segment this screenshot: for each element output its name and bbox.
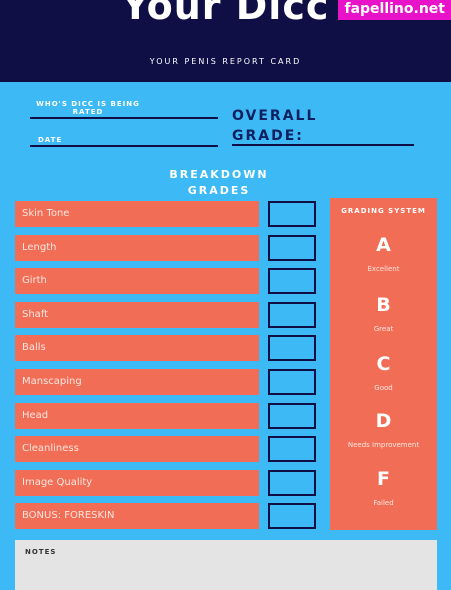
grade-letter: F bbox=[377, 468, 390, 490]
grade-box bbox=[268, 402, 316, 429]
grade-label: Great bbox=[373, 325, 394, 333]
watermark: fapellino.net bbox=[338, 0, 451, 20]
grade-box bbox=[268, 436, 316, 463]
grade-letter: A bbox=[376, 234, 391, 256]
grade-label: Excellent bbox=[367, 265, 400, 273]
category-bar: Cleanliness bbox=[15, 436, 259, 463]
grade-box bbox=[268, 335, 316, 362]
grade-label: Needs Improvement bbox=[347, 441, 420, 449]
grade-box bbox=[268, 268, 316, 295]
grade-box bbox=[268, 369, 316, 395]
grade-box bbox=[268, 503, 316, 530]
title: Your Dicc bbox=[121, 0, 330, 28]
grade-box bbox=[268, 469, 316, 496]
date-label: DATE bbox=[38, 136, 63, 144]
category-bar: Image Quality bbox=[15, 469, 259, 496]
grade-box bbox=[268, 301, 316, 328]
category-bar: Head bbox=[15, 402, 259, 429]
rated-label: WHO'S DICC IS BEING RATED bbox=[36, 100, 140, 116]
grade-box bbox=[268, 201, 316, 227]
grade-box bbox=[268, 234, 316, 261]
subtitle: YOUR PENIS REPORT CARD bbox=[149, 57, 302, 66]
grade-letter: D bbox=[375, 410, 392, 432]
grade-letter: C bbox=[376, 353, 391, 375]
grade-label: Failed bbox=[373, 499, 394, 507]
category-bar: Skin Tone bbox=[15, 201, 259, 227]
category-bar: Girth bbox=[15, 268, 259, 295]
category-bar: Manscaping bbox=[15, 369, 259, 395]
notes-title: NOTES bbox=[25, 548, 57, 556]
category-bar: Shaft bbox=[15, 301, 259, 328]
rated-line bbox=[30, 117, 218, 119]
overall-line bbox=[232, 144, 414, 146]
grade-letter: B bbox=[376, 294, 391, 316]
category-bar: BONUS: FORESKIN bbox=[15, 503, 259, 530]
category-bar: Balls bbox=[15, 335, 259, 362]
notes-box: NOTES bbox=[15, 540, 437, 590]
overall-label: OVERALL GRADE: bbox=[232, 108, 318, 144]
grade-label: Good bbox=[374, 384, 393, 392]
grading-panel: GRADING SYSTEM A Excellent B Great C Good D Nee… bbox=[330, 198, 437, 530]
breakdown-title: BREAKDOWN GRADES bbox=[169, 168, 269, 197]
date-line bbox=[30, 145, 218, 147]
category-bar: Length bbox=[15, 234, 259, 261]
grading-title: GRADING SYSTEM bbox=[341, 207, 426, 215]
